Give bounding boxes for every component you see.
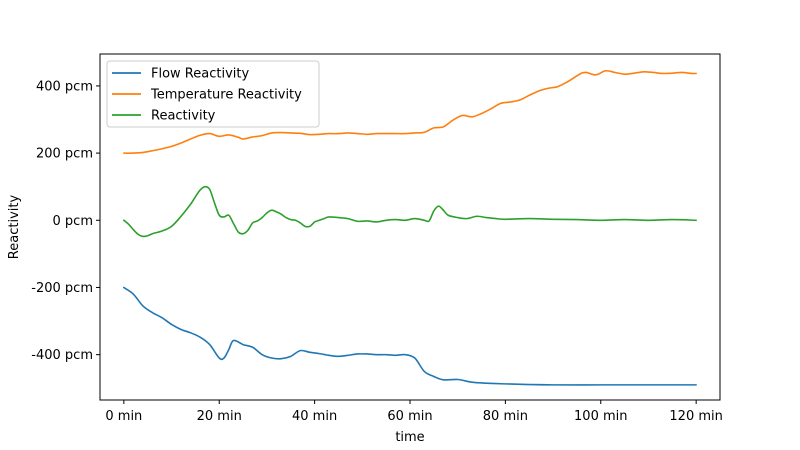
x-tick-label: 100 min xyxy=(574,409,627,424)
x-axis-label: time xyxy=(395,430,424,445)
series-line-2 xyxy=(123,185,697,238)
y-tick-label: 200 pcm xyxy=(36,147,93,162)
y-tick-label: -400 pcm xyxy=(31,348,93,363)
x-tick-label: 60 min xyxy=(387,409,432,424)
y-tick-label: 400 pcm xyxy=(36,79,93,94)
series-line-0 xyxy=(123,286,697,386)
y-tick-label: 0 pcm xyxy=(53,214,93,229)
x-tick-label: 80 min xyxy=(483,409,528,424)
legend: Flow Reactivity Temperature Reactivity Rea… xyxy=(106,60,320,128)
legend-entry-label: Flow Reactivity xyxy=(151,67,249,82)
y-axis-label: Reactivity xyxy=(7,195,22,260)
y-axis: -400 pcm -200 pcm 0 pcm 200 pcm 400 pcm xyxy=(31,79,100,363)
legend-box xyxy=(106,60,320,128)
x-tick-label: 20 min xyxy=(197,409,242,424)
x-tick-label: 40 min xyxy=(292,409,337,424)
y-tick-label: -200 pcm xyxy=(31,281,93,296)
x-tick-label: 120 min xyxy=(669,409,722,424)
x-axis: 0 min 20 min 40 min 60 min 80 min 100 min 120 … xyxy=(105,400,723,424)
series-layer xyxy=(123,69,697,386)
x-tick-label: 0 min xyxy=(105,409,142,424)
legend-entry-label: Temperature Reactivity xyxy=(150,88,302,103)
legend-entry-label: Reactivity xyxy=(151,109,216,124)
series-line-1 xyxy=(123,69,697,154)
